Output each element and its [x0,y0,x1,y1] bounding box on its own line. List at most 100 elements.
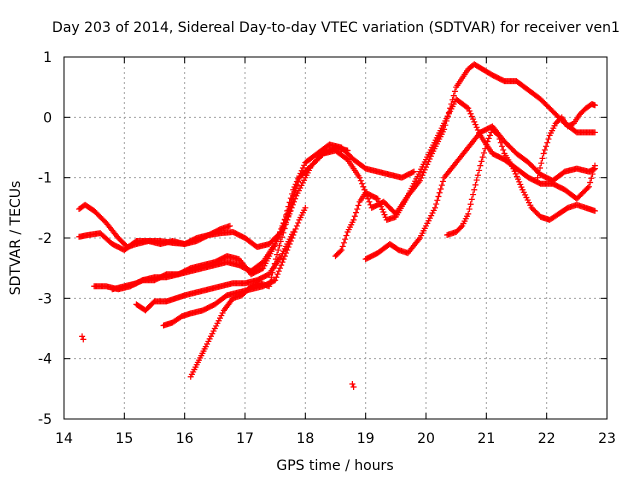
data-point [349,381,356,388]
data-point [226,222,233,229]
data-point [350,384,357,391]
data-point [473,124,480,131]
data-point [258,265,265,272]
data-point [356,174,363,181]
data-point [284,247,291,254]
data-point [416,177,423,184]
data-point [277,238,284,245]
data-point [439,178,446,185]
data-point [468,113,475,120]
data-point [291,228,298,235]
y-axis-tick-labels: -5 -4 -3 -2 -1 0 1 [38,50,52,428]
data-point [467,201,474,208]
y-tick-label: -2 [38,231,52,247]
data-point [510,165,517,172]
data-point [483,141,490,148]
data-point [438,182,445,189]
data-point [79,333,86,340]
data-point [451,88,458,95]
data-point [272,277,279,284]
data-point [340,239,347,246]
y-axis-label: SDTVAR / TECUs [8,181,24,296]
data-point [279,234,286,241]
data-point [374,195,381,202]
data-point [468,196,475,203]
data-point [486,132,493,139]
data-point [482,145,489,152]
data-point [436,189,443,196]
data-point [381,211,388,218]
grid [64,57,607,419]
data-point [266,283,273,290]
data-point [587,179,594,186]
data-point [285,244,292,251]
data-point [474,172,481,179]
data-point [466,107,473,114]
data-point [295,178,302,185]
data-point [476,167,483,174]
series-arc-11 [534,101,598,181]
data-point [351,213,358,220]
data-point [591,129,598,136]
data-point [472,181,479,188]
data-point [465,105,472,112]
data-point [480,149,487,156]
axis-ticks [63,56,608,420]
data-point [378,203,385,210]
data-point [380,208,387,215]
data-point [354,206,361,213]
data-point [585,183,592,190]
data-point [360,183,367,190]
x-tick-label: 22 [538,431,556,447]
x-tick-label: 20 [417,431,435,447]
data-point [302,204,309,211]
data-point [281,225,288,232]
data-point [584,184,591,191]
data-point [517,181,524,188]
data-point [350,216,357,223]
series-arc-9 [362,123,598,263]
data-point [534,174,541,181]
data-point [280,256,287,263]
series-arc-4 [109,144,351,293]
data-point [292,195,299,202]
data-point [280,229,287,236]
data-point [591,165,598,172]
data-point [270,277,277,284]
data-point [375,198,382,205]
data-point [267,278,274,285]
data-point [287,207,294,214]
data-point [473,177,480,184]
data-point [366,198,373,205]
data-point [513,173,520,180]
data-point [355,202,362,209]
data-point [272,256,279,263]
data-point [538,160,545,167]
data-point [420,169,427,176]
data-point [343,232,350,239]
data-point [290,231,297,238]
data-point [279,259,286,266]
x-tick-label: 16 [176,431,194,447]
y-tick-label: -4 [38,352,52,368]
data-point [588,175,595,182]
x-axis-label: GPS time / hours [276,458,393,474]
data-point [591,102,598,109]
data-point [289,235,296,241]
x-tick-label: 19 [357,431,375,447]
data-point [479,154,486,161]
data-point [286,241,293,248]
data-point [353,209,360,216]
data-point [270,265,277,272]
data-point [539,155,546,162]
data-point [274,251,281,258]
data-point [373,195,380,202]
series-arc-7 [187,162,315,380]
data-point [545,136,552,143]
data-point [432,204,439,211]
data-point [288,204,295,211]
data-point [337,248,344,255]
data-point [338,247,345,254]
data-point [437,185,444,192]
